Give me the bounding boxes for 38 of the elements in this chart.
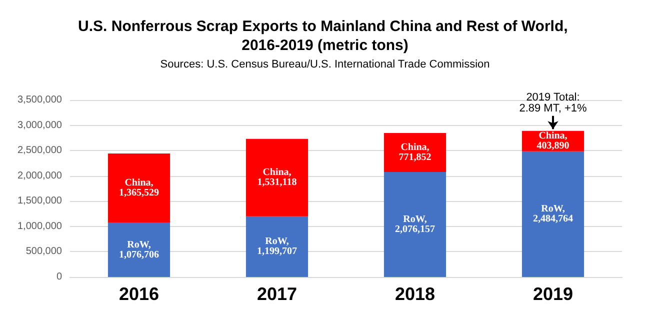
data-label: 1,199,707 [257,246,297,258]
text: China, [262,167,292,178]
series-label: China, [538,130,568,142]
bar [246,138,308,216]
text: China, [400,142,430,153]
y-tick-label: 500,000 [26,246,62,258]
bar [108,222,170,277]
x-tick-label: 2017 [256,284,298,304]
data-label: 771,852 [398,152,432,163]
y-tick-label: 3,500,000 [18,94,62,106]
text: China, [124,178,154,189]
x-tick-label: 2019 [532,284,574,304]
x-tick-label: 2016 [118,284,160,304]
y-tick-label: 3,000,000 [18,120,62,131]
data-label: 2,484,764 [533,214,573,225]
text: RoW, [403,214,427,226]
y-tick-label: 2,000,000 [18,170,62,182]
text: RoW, [541,204,565,215]
data-label: 1,076,706 [119,249,159,260]
y-tick-label: 1,000,000 [18,220,62,232]
bar [108,153,170,223]
data-label: 1,531,118 [257,177,297,188]
bar [522,151,584,277]
bar [384,172,446,277]
bar [246,216,308,277]
data-label: 403,890 [536,140,570,152]
chart-subtitle: Sources: U.S. Census Bureau/U.S. International Trade Commission [160,58,490,70]
bar [384,132,446,172]
series-label: RoW, [127,239,152,250]
annotation: 2019 Total: 2.89 MT, +1% [519,91,587,114]
data-label: 1,365,529 [119,188,159,199]
chart-title: U.S. Nonferrous Scrap Exports to Mainland China and Rest of World, 2016-2019 (metric tons) [78,18,572,54]
x-tick-label: 2018 [394,284,436,304]
y-tick-label: 1,500,000 [18,196,62,207]
text: RoW, [265,236,289,248]
y-tick-label: 2,500,000 [18,145,62,156]
data-label: 2,076,157 [395,224,435,236]
y-tick-label: 0 [56,272,62,282]
